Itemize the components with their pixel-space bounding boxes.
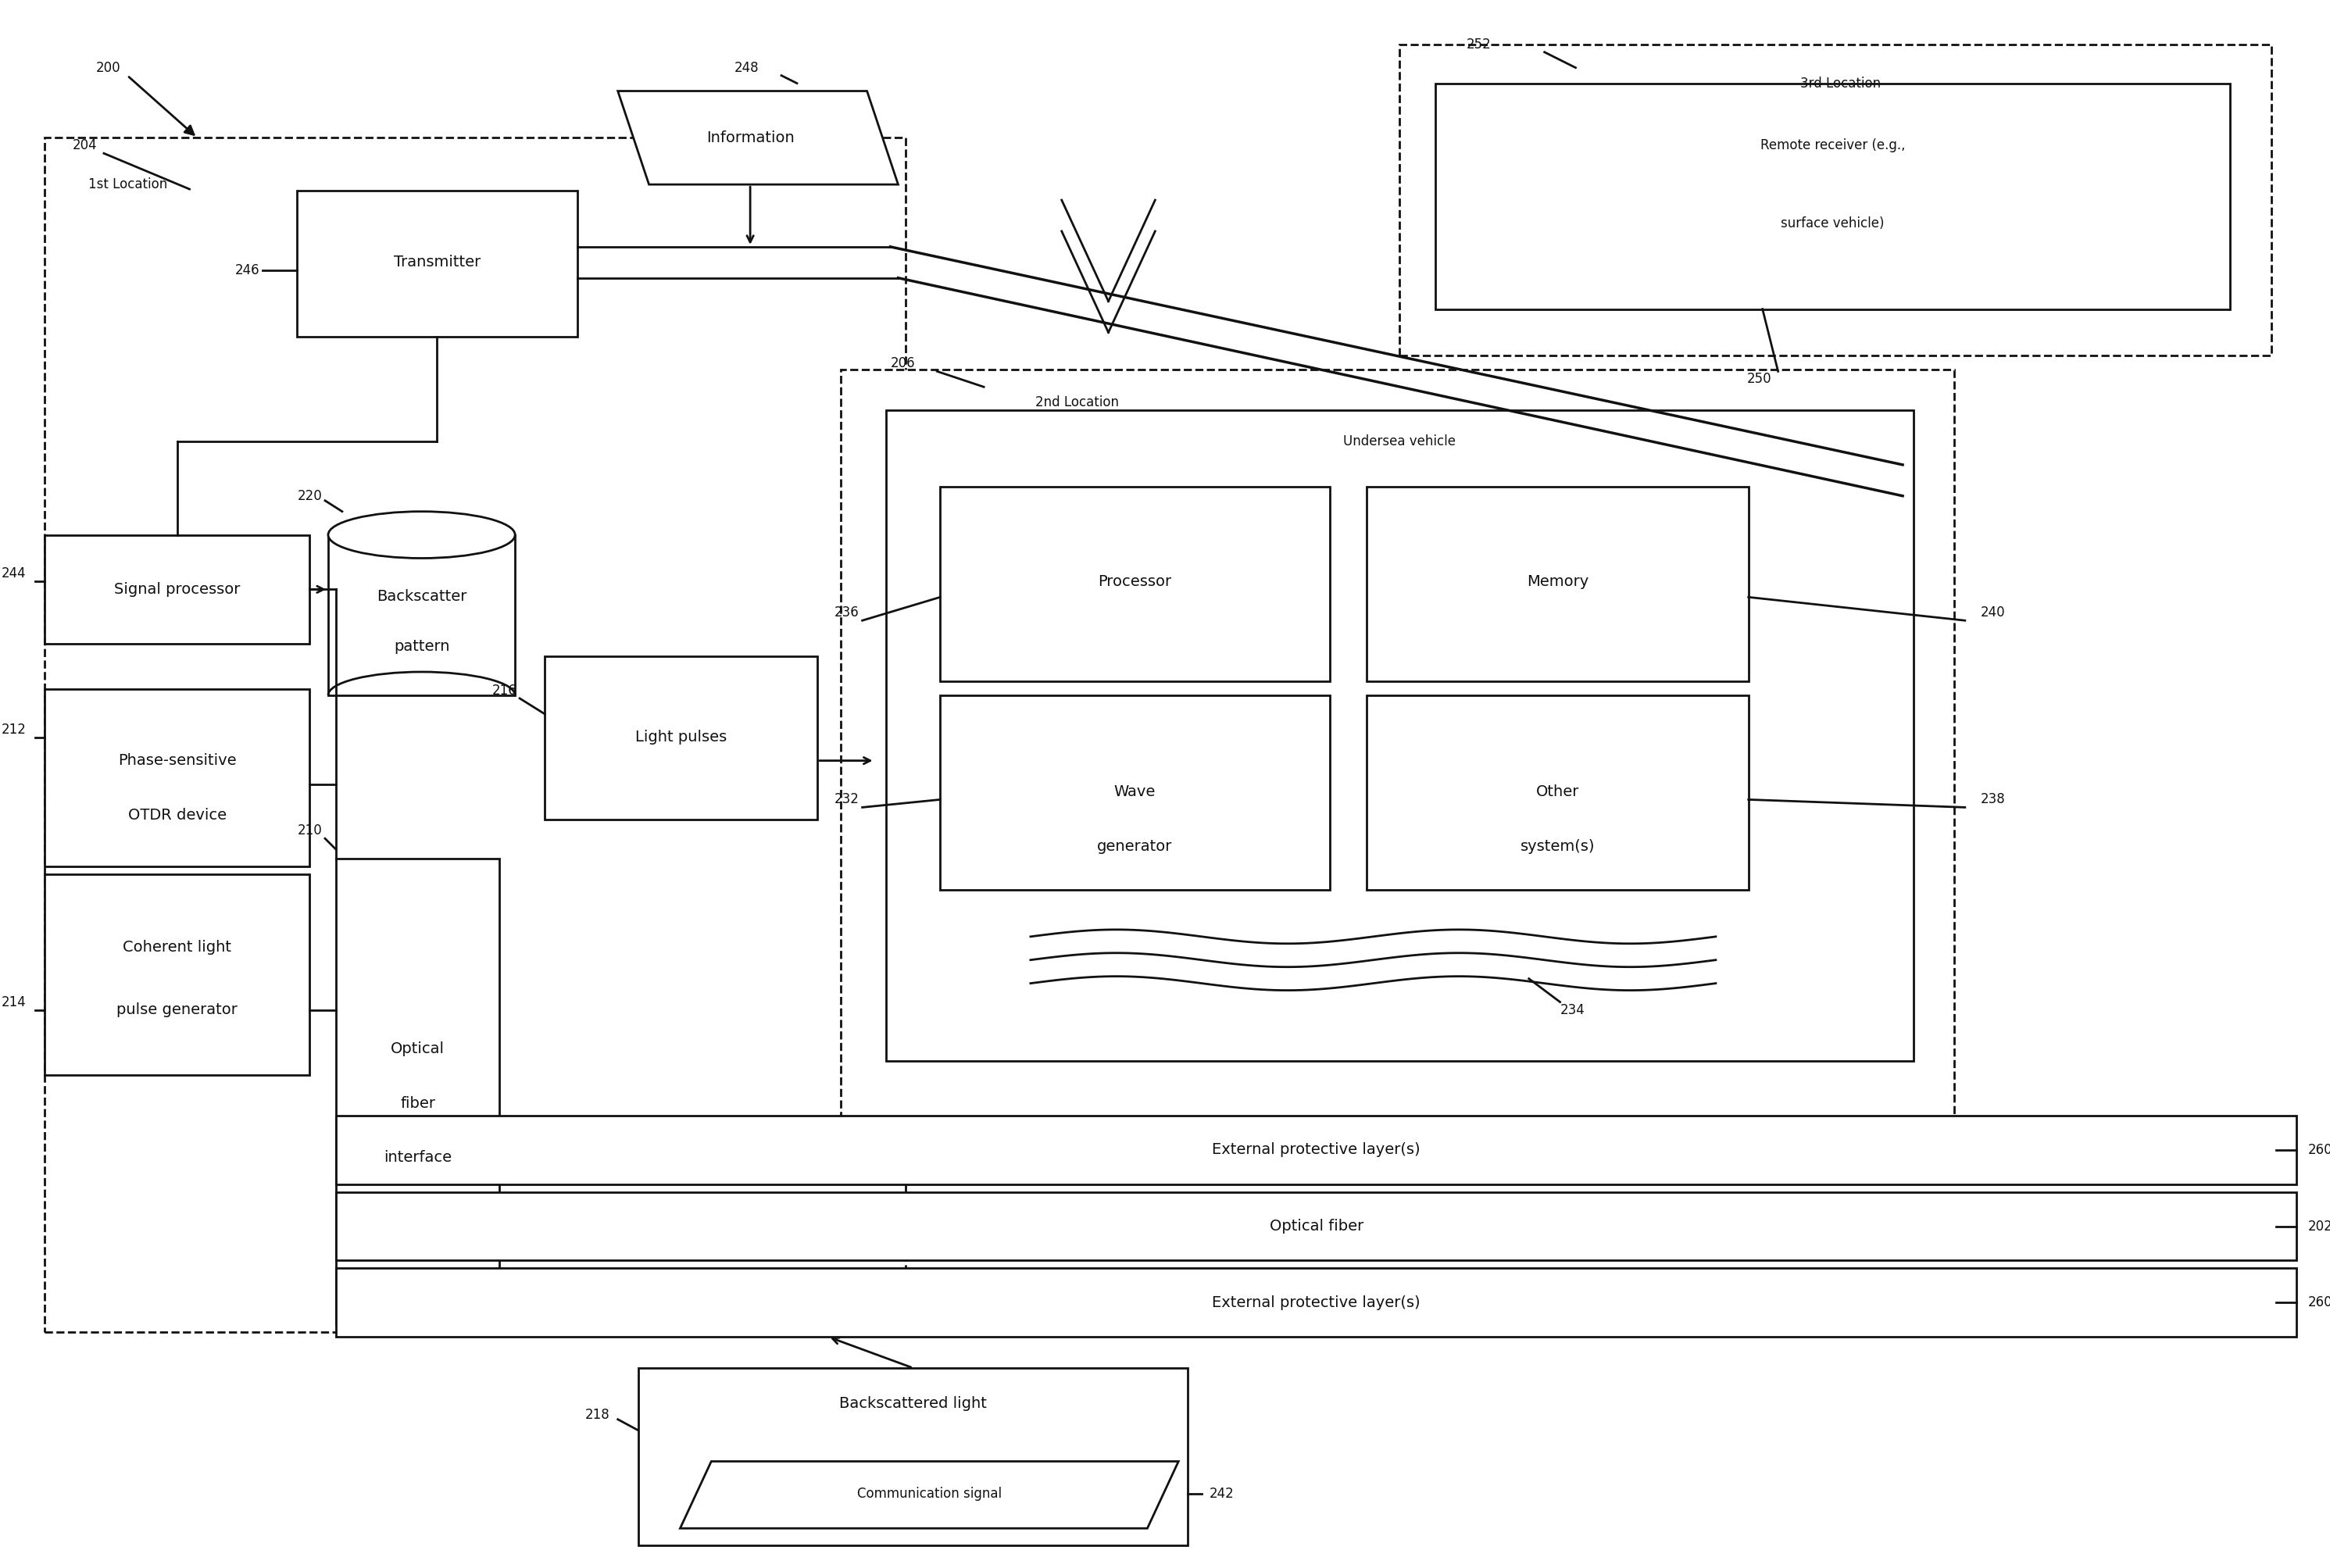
FancyBboxPatch shape (941, 695, 1330, 891)
Text: system(s): system(s) (1521, 839, 1596, 853)
FancyBboxPatch shape (638, 1367, 1188, 1546)
Text: 260: 260 (2307, 1143, 2330, 1157)
Text: 1st Location: 1st Location (89, 177, 168, 191)
Polygon shape (680, 1461, 1179, 1529)
Text: 250: 250 (1748, 372, 1771, 386)
Text: 206: 206 (890, 356, 916, 370)
FancyBboxPatch shape (336, 859, 499, 1325)
Text: Other: Other (1535, 784, 1580, 800)
Text: 232: 232 (834, 792, 860, 806)
Text: 240: 240 (1980, 605, 2006, 619)
Text: Wave: Wave (1114, 784, 1156, 800)
Text: Light pulses: Light pulses (636, 729, 727, 745)
FancyBboxPatch shape (841, 370, 1955, 1138)
FancyBboxPatch shape (1400, 44, 2272, 356)
Text: Memory: Memory (1526, 574, 1589, 590)
FancyBboxPatch shape (44, 138, 906, 1333)
Text: Backscatter: Backscatter (377, 590, 466, 604)
Text: Remote receiver (e.g.,: Remote receiver (e.g., (1759, 138, 1906, 152)
Text: Optical: Optical (391, 1041, 445, 1057)
FancyBboxPatch shape (1435, 83, 2230, 309)
Text: Information: Information (706, 130, 795, 146)
Text: 242: 242 (1209, 1486, 1235, 1501)
Text: 212: 212 (0, 723, 26, 737)
Text: 236: 236 (834, 605, 860, 619)
Text: 210: 210 (298, 823, 322, 837)
Text: 238: 238 (1980, 792, 2006, 806)
Text: pulse generator: pulse generator (116, 1002, 238, 1018)
Text: Communication signal: Communication signal (857, 1486, 1002, 1501)
FancyBboxPatch shape (336, 1269, 2297, 1338)
Text: Signal processor: Signal processor (114, 582, 240, 597)
Text: 234: 234 (1561, 1004, 1584, 1016)
Text: 252: 252 (1466, 38, 1491, 52)
Polygon shape (617, 91, 897, 185)
Text: External protective layer(s): External protective layer(s) (1212, 1295, 1421, 1309)
FancyBboxPatch shape (44, 535, 310, 644)
Text: 3rd Location: 3rd Location (1801, 77, 1880, 91)
Text: Phase-sensitive: Phase-sensitive (119, 753, 235, 768)
Text: Optical fiber: Optical fiber (1270, 1218, 1363, 1234)
Text: Backscattered light: Backscattered light (839, 1397, 986, 1411)
Text: 218: 218 (585, 1408, 610, 1422)
Text: 220: 220 (298, 489, 322, 503)
Text: 244: 244 (2, 566, 26, 580)
Text: surface vehicle): surface vehicle) (1780, 216, 1885, 230)
Text: Processor: Processor (1097, 574, 1172, 590)
FancyBboxPatch shape (885, 411, 1913, 1062)
FancyBboxPatch shape (44, 688, 310, 867)
FancyBboxPatch shape (545, 657, 818, 820)
FancyBboxPatch shape (336, 1192, 2297, 1261)
Text: 200: 200 (96, 61, 121, 75)
Text: fiber: fiber (401, 1096, 436, 1110)
Text: External protective layer(s): External protective layer(s) (1212, 1143, 1421, 1157)
FancyBboxPatch shape (329, 535, 515, 695)
FancyBboxPatch shape (44, 875, 310, 1076)
Text: 202: 202 (2307, 1220, 2330, 1234)
FancyBboxPatch shape (1368, 695, 1748, 891)
Text: Undersea vehicle: Undersea vehicle (1344, 434, 1456, 448)
Text: 216: 216 (492, 684, 517, 698)
Text: 246: 246 (235, 263, 259, 278)
Text: 204: 204 (72, 138, 98, 152)
FancyBboxPatch shape (941, 486, 1330, 681)
Text: generator: generator (1097, 839, 1172, 853)
Text: Transmitter: Transmitter (394, 256, 480, 270)
FancyBboxPatch shape (296, 191, 578, 337)
Text: 248: 248 (734, 61, 760, 75)
FancyBboxPatch shape (336, 1116, 2297, 1184)
Text: OTDR device: OTDR device (128, 808, 226, 823)
Text: 2nd Location: 2nd Location (1035, 395, 1118, 409)
Text: 214: 214 (2, 996, 26, 1010)
Ellipse shape (329, 511, 515, 558)
Text: 260: 260 (2307, 1295, 2330, 1309)
FancyBboxPatch shape (1368, 486, 1748, 681)
Text: Coherent light: Coherent light (123, 941, 231, 955)
Text: pattern: pattern (394, 638, 450, 654)
Text: interface: interface (384, 1151, 452, 1165)
